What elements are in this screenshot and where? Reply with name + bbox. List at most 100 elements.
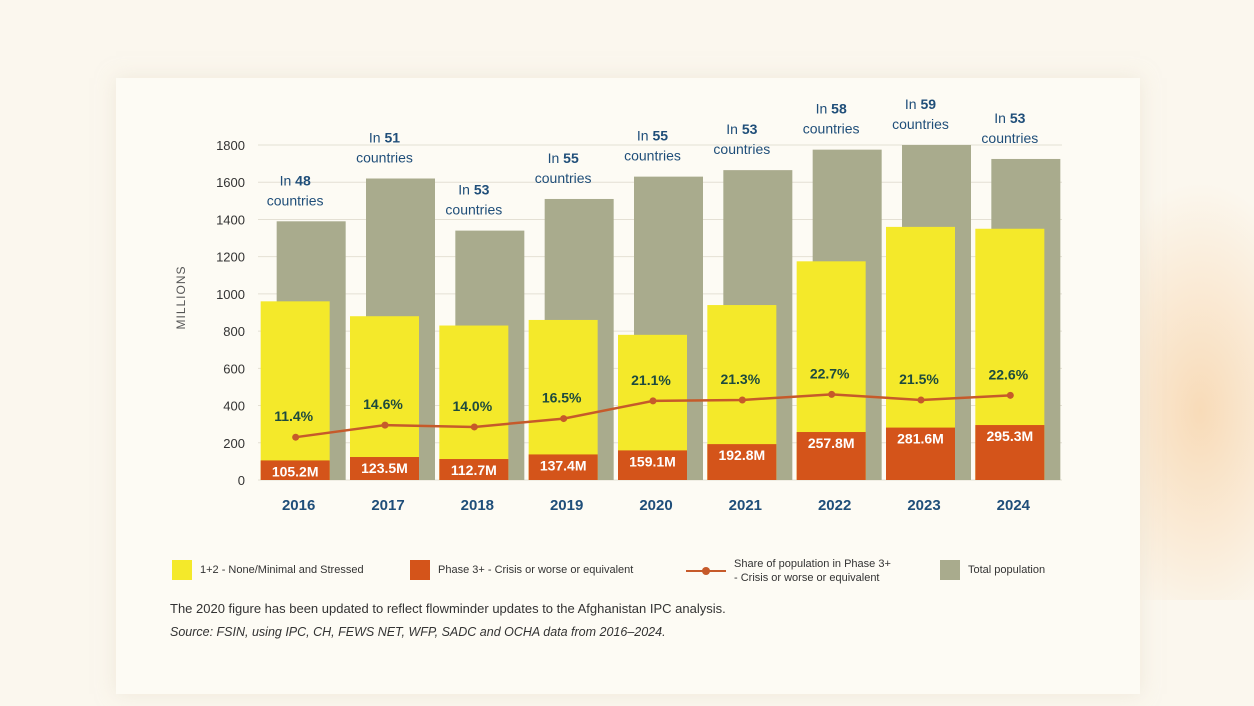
- share-point-2019: [560, 415, 568, 423]
- country-count-annotation: In 55: [637, 128, 668, 144]
- country-count-suffix: countries: [713, 141, 770, 157]
- share-value-label: 11.4%: [274, 408, 313, 424]
- bar-phase3-2019: [528, 454, 598, 480]
- bar-phase3-2017: [350, 457, 419, 480]
- phase3-value-label: 281.6M: [897, 431, 944, 447]
- phase3-value-label: 295.3M: [986, 428, 1033, 444]
- country-count-prefix: In: [726, 121, 742, 137]
- x-tick-label: 2017: [371, 497, 404, 514]
- legend-label-total: Total population: [968, 564, 1046, 576]
- legend-total: Total population: [940, 560, 1045, 580]
- country-count-prefix: In: [816, 101, 832, 117]
- country-count-annotation: In 53: [994, 110, 1025, 126]
- x-tick-label: 2019: [550, 497, 583, 514]
- country-count-number: 53: [474, 182, 490, 198]
- country-count-number: 58: [831, 101, 847, 117]
- legend-swatch-share: [686, 561, 726, 581]
- share-value-label: 21.1%: [631, 372, 671, 388]
- share-value-label: 14.6%: [363, 396, 403, 412]
- bar-phase3-2024: [975, 425, 1045, 480]
- legend-share: Share of population in Phase 3+ - Crisis…: [686, 557, 891, 585]
- country-count-prefix: In: [280, 172, 296, 188]
- country-count-prefix: In: [458, 182, 474, 198]
- x-tick-label: 2021: [729, 497, 762, 514]
- country-count-annotation: In 55: [548, 150, 579, 166]
- x-tick-label: 2022: [818, 497, 851, 514]
- bar-stressed-2017: [350, 316, 419, 480]
- country-count-annotation: In 58: [816, 101, 847, 117]
- country-count-prefix: In: [905, 96, 921, 112]
- country-count-annotation: In 59: [905, 96, 936, 112]
- share-point-2016: [292, 433, 300, 441]
- country-count-prefix: In: [369, 130, 385, 146]
- legend-label-stressed: 1+2 - None/Minimal and Stressed: [200, 564, 364, 576]
- bar-phase3-2023: [886, 427, 955, 480]
- y-tick-label: 200: [223, 436, 245, 451]
- country-count-number: 55: [563, 150, 579, 166]
- country-count-number: 48: [295, 172, 311, 188]
- share-value-label: 22.6%: [988, 366, 1028, 382]
- country-count-suffix: countries: [981, 130, 1038, 146]
- y-tick-label: 1000: [216, 287, 245, 302]
- country-count-number: 59: [921, 96, 937, 112]
- country-count-suffix: countries: [535, 170, 592, 186]
- bar-phase3-2016: [260, 460, 330, 480]
- country-count-prefix: In: [548, 150, 564, 166]
- phase3-value-label: 257.8M: [808, 435, 855, 451]
- country-count-prefix: In: [994, 110, 1010, 126]
- share-point-2020: [649, 397, 657, 405]
- country-count-annotation: In 48: [280, 172, 311, 188]
- bar-stressed-2018: [439, 325, 509, 480]
- phase3-value-label: 123.5M: [361, 460, 408, 476]
- bar-phase3-2018: [439, 459, 509, 480]
- phase3-value-label: 112.7M: [451, 462, 497, 478]
- y-tick-label: 1800: [216, 138, 245, 153]
- x-tick-label: 2020: [639, 497, 672, 514]
- x-tick-label: 2023: [907, 497, 940, 514]
- y-tick-label: 400: [223, 399, 245, 414]
- legend-phase3: Phase 3+ - Crisis or worse or equivalent: [410, 560, 633, 580]
- y-tick-label: 1600: [216, 175, 245, 190]
- share-point-2017: [381, 421, 389, 429]
- x-tick-label: 2018: [461, 497, 494, 514]
- y-tick-label: 600: [223, 361, 245, 376]
- y-tick-label: 1200: [216, 250, 245, 265]
- country-count-annotation: In 53: [726, 121, 757, 137]
- legend-label-phase3: Phase 3+ - Crisis or worse or equivalent: [438, 564, 634, 576]
- bar-phase3-2020: [618, 450, 687, 480]
- country-count-suffix: countries: [803, 121, 860, 137]
- country-count-number: 53: [742, 121, 758, 137]
- share-point-2023: [917, 396, 925, 404]
- x-tick-label: 2016: [282, 497, 315, 514]
- bar-phase3-2022: [796, 432, 866, 480]
- y-axis-label: MILLIONS: [174, 265, 188, 329]
- legend-swatch-total: [940, 560, 960, 580]
- chart-source: Source: FSIN, using IPC, CH, FEWS NET, W…: [170, 625, 666, 639]
- country-count-suffix: countries: [267, 192, 324, 208]
- bar-phase3-2021: [707, 444, 777, 480]
- country-count-suffix: countries: [892, 116, 949, 132]
- phase3-value-label: 105.2M: [272, 463, 319, 479]
- legend-label-share-1: Share of population in Phase 3+: [734, 558, 891, 570]
- share-value-label: 21.3%: [720, 371, 760, 387]
- share-point-2021: [738, 396, 746, 404]
- share-value-label: 14.0%: [452, 398, 492, 414]
- country-count-suffix: countries: [356, 150, 413, 166]
- legend-swatch-phase3: [410, 560, 430, 580]
- country-count-annotation: In 53: [458, 182, 489, 198]
- share-point-2018: [470, 423, 478, 431]
- country-count-prefix: In: [637, 128, 653, 144]
- phase3-value-label: 137.4M: [540, 457, 587, 473]
- country-count-suffix: countries: [624, 148, 681, 164]
- country-count-number: 53: [1010, 110, 1026, 126]
- y-tick-label: 800: [223, 324, 245, 339]
- country-count-number: 51: [385, 130, 401, 146]
- share-point-2024: [1006, 391, 1014, 399]
- share-value-label: 16.5%: [542, 390, 582, 406]
- share-value-label: 21.5%: [899, 371, 939, 387]
- y-tick-label: 1400: [216, 212, 245, 227]
- phase3-value-label: 159.1M: [629, 453, 676, 469]
- share-value-label: 22.7%: [810, 365, 850, 381]
- country-count-suffix: countries: [445, 202, 502, 218]
